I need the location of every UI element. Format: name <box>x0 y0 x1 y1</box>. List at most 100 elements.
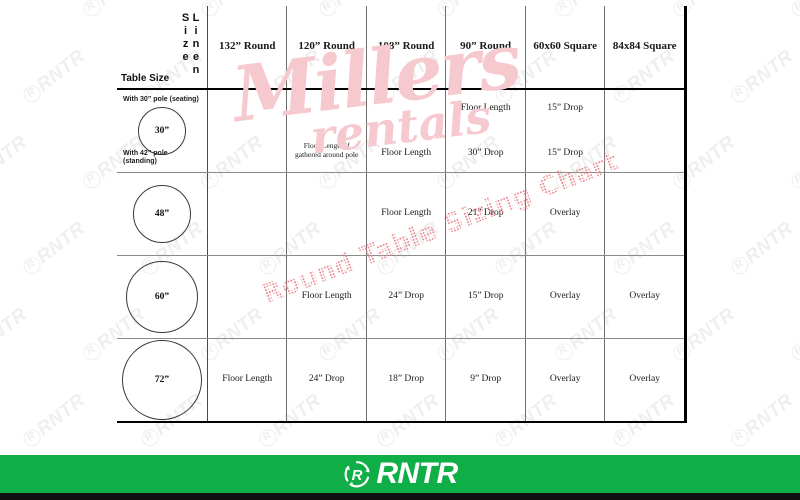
table-size-cell: 48” <box>117 172 208 256</box>
table-row: 72” Floor Length 24” Drop 18” Drop 9” Drop Ov… <box>117 338 687 423</box>
table-cell-dual: 15” Drop 15” Drop <box>526 92 605 170</box>
table-cell-value: 24” Drop <box>308 374 345 385</box>
table-cell: Floor Length 30” Drop <box>445 88 526 173</box>
table-size-circle: 30” <box>138 107 186 155</box>
table-cell-value: 9” Drop <box>470 374 502 385</box>
linen-size-axis-label: Linen Size <box>179 12 202 77</box>
table-cell: 18” Drop <box>365 338 447 423</box>
table-cell: Floor Length <box>365 172 447 256</box>
table-row: With 30” pole (seating) 30” With 42” pole … <box>117 88 687 173</box>
table-size-cell-content: With 30” pole (seating) 30” With 42” pole … <box>117 90 207 172</box>
rntr-brand-banner: R RNTR <box>0 455 800 493</box>
table-cell-value: Overlay <box>549 291 581 302</box>
table-cell-value: Overlay <box>549 208 581 219</box>
table-cell-value-standing <box>608 148 681 159</box>
table-cell-dual: Floor Length 30” Drop <box>446 92 525 170</box>
table-cell-value-seating <box>211 103 283 114</box>
table-cell: 24” Drop <box>365 255 447 339</box>
column-header-label: 60x60 Square <box>533 40 597 53</box>
table-cell-value-standing: 30” Drop <box>467 147 504 158</box>
column-header-label: 84x84 Square <box>612 40 677 53</box>
table-cell-value: 15” Drop <box>467 291 504 302</box>
table-cell-value: Floor Length <box>222 374 273 385</box>
table-cell: Overlay <box>524 338 606 423</box>
rntr-recycle-badge-icon: R <box>342 459 372 489</box>
table-size-cell: 72” <box>117 338 208 423</box>
table-cell-value-seating <box>370 103 443 114</box>
column-header-1: 132” Round <box>206 6 288 90</box>
table-cell <box>604 172 687 256</box>
table-cell-value-seating <box>290 103 362 114</box>
column-header-3: 108” Round <box>365 6 447 90</box>
table-cell <box>206 88 288 173</box>
column-header-4: 90” Round <box>445 6 526 90</box>
column-header-label: 108” Round <box>377 40 435 53</box>
table-corner-header: Linen Size Table Size <box>117 6 208 90</box>
banner-underline <box>0 493 800 500</box>
table-size-circle-label: 72” <box>154 375 170 385</box>
table-cell: Overlay <box>604 255 687 339</box>
table-cell-value-standing: Floor Length if gathered around pole <box>295 141 359 159</box>
pole-note-bottom: With 42” pole (standing) <box>123 149 168 165</box>
table-size-circle-label: 48” <box>154 209 170 219</box>
table-size-circle: 48” <box>133 185 191 243</box>
table-cell: 21” Drop <box>445 172 526 256</box>
table-cell <box>206 172 288 256</box>
table-cell-dual <box>208 92 286 170</box>
table-size-cell: With 30” pole (seating) 30” With 42” pole … <box>117 88 208 173</box>
table-cell: 24” Drop <box>286 338 367 423</box>
table-circle-wrap: 48” <box>122 177 202 251</box>
table-size-circle: 72” <box>122 340 202 420</box>
table-header-row: Linen Size Table Size 132” Round 120” Round… <box>117 6 687 90</box>
table-cell: Floor Length if gathered around pole <box>286 88 367 173</box>
table-cell-value-seating: 15” Drop <box>547 103 583 113</box>
table-cell: Floor Length <box>286 255 367 339</box>
table-cell: Overlay <box>524 255 606 339</box>
table-cell: Overlay <box>524 172 606 256</box>
table-cell-value: Overlay <box>629 374 661 385</box>
table-cell <box>206 255 288 339</box>
pole-note-top: With 30” pole (seating) <box>123 96 199 103</box>
table-cell-value: 24” Drop <box>388 291 424 302</box>
table-cell: 15” Drop 15” Drop <box>524 88 606 173</box>
table-size-circle-label: 30” <box>154 126 170 136</box>
table-cell-value-standing: 15” Drop <box>547 147 583 158</box>
rntr-logo: R RNTR <box>342 457 458 490</box>
table-cell-dual: Floor Length if gathered around pole <box>287 92 365 170</box>
table-row: 60” Floor Length 24” Drop 15” Drop Overlay Ov… <box>117 255 687 339</box>
rntr-wordmark: RNTR <box>376 457 458 490</box>
table-cell-value-seating: Floor Length <box>460 103 511 113</box>
table-size-cell-content: 48” <box>117 173 207 255</box>
table-circle-wrap: 60” <box>122 260 202 334</box>
table-cell-value-standing <box>211 148 283 159</box>
table-cell: Overlay <box>604 338 687 423</box>
table-cell: 9” Drop <box>445 338 526 423</box>
column-header-label: 120” Round <box>298 40 355 53</box>
table-cell-value: Floor Length <box>381 208 432 219</box>
table-cell: Floor Length <box>206 338 288 423</box>
table-circle-wrap: 72” <box>122 340 202 420</box>
table-cell-value: 18” Drop <box>388 374 424 385</box>
table-cell-value: Overlay <box>629 291 661 302</box>
table-cell-value: 21” Drop <box>467 208 504 219</box>
table-cell-dual: Floor Length <box>367 92 446 170</box>
table-cell <box>286 172 367 256</box>
table-cell: Floor Length <box>365 88 447 173</box>
column-header-2: 120” Round <box>286 6 367 90</box>
table-size-circle-label: 60” <box>154 292 170 302</box>
table-circle-wrap: 30” <box>122 94 202 168</box>
table-cell-value: Floor Length <box>301 291 352 302</box>
column-header-6: 84x84 Square <box>604 6 687 90</box>
table-cell-value-standing: Floor Length <box>381 147 432 158</box>
linen-sizing-table: Linen Size Table Size 132” Round 120” Round… <box>117 6 687 423</box>
column-header-label: 132” Round <box>218 40 276 53</box>
table-cell-dual <box>605 92 684 170</box>
badge-letter: R <box>352 467 363 484</box>
table-cell-value-seating <box>608 103 681 114</box>
table-size-cell-content: 60” <box>117 256 207 338</box>
table-row: 48” Floor Length 21” Drop Overlay <box>117 172 687 256</box>
table-size-axis-label: Table Size <box>121 73 170 84</box>
sizing-chart-sheet: Millers rentals Round Table Sizing Chart… <box>117 6 687 423</box>
table-cell <box>604 88 687 173</box>
table-size-cell-content: 72” <box>117 339 207 421</box>
